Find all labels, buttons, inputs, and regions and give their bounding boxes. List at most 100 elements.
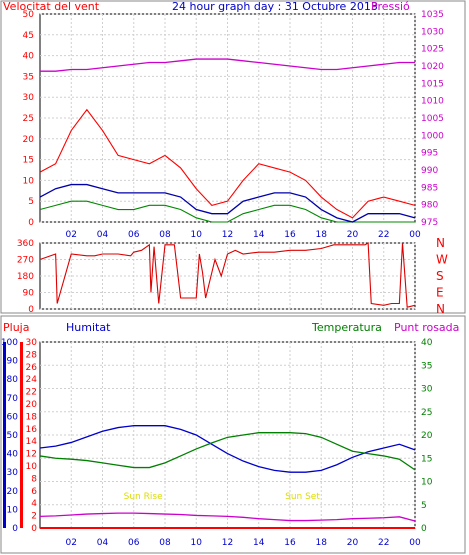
temp-y-tick-label: 25 bbox=[421, 408, 432, 418]
temp-y-tick-label: 5 bbox=[421, 501, 427, 511]
x-tick-label-bottom: 04 bbox=[97, 538, 109, 548]
pressure-y-tick-label: 1025 bbox=[421, 45, 444, 55]
direction-y-tick-label: 270 bbox=[17, 256, 34, 266]
rain-y-tick-label: 22 bbox=[26, 388, 37, 398]
humidity-y-tick-label: 100 bbox=[1, 338, 18, 348]
humidity-y-tick-label: 40 bbox=[7, 450, 19, 460]
x-tick-label-bottom: 14 bbox=[253, 538, 265, 548]
x-tick-label-top: 16 bbox=[284, 230, 296, 240]
wind-y-tick-label: 5 bbox=[28, 197, 34, 207]
pressure-y-tick-label: 1030 bbox=[421, 27, 444, 37]
x-tick-label-bottom: 00 bbox=[409, 538, 421, 548]
temp-y-tick-label: 0 bbox=[421, 524, 427, 534]
humidity-y-tick-label: 30 bbox=[7, 468, 19, 478]
wind-y-tick-label: 40 bbox=[23, 52, 35, 62]
x-tick-label-top: 10 bbox=[191, 230, 203, 240]
rain-y-tick-label: 0 bbox=[31, 524, 37, 534]
pressure-label: Pressió bbox=[371, 0, 410, 13]
temperature-label: Temperatura bbox=[311, 321, 382, 334]
humidity-y-tick-label: 90 bbox=[7, 357, 19, 367]
wind-y-tick-label: 0 bbox=[28, 218, 34, 228]
rain-y-tick-label: 4 bbox=[31, 499, 37, 509]
wind-y-tick-label: 25 bbox=[23, 114, 34, 124]
pressure-series bbox=[40, 58, 415, 72]
sunrise-label: Sun Rise bbox=[124, 492, 163, 502]
x-tick-label-top: 12 bbox=[222, 230, 233, 240]
x-tick-label-top: 18 bbox=[316, 230, 328, 240]
x-tick-label-top: 00 bbox=[409, 230, 421, 240]
compass-label: E bbox=[436, 286, 444, 300]
pressure-y-tick-label: 1020 bbox=[421, 62, 444, 72]
temp-y-tick-label: 30 bbox=[421, 385, 433, 395]
graph-title: 24 hour graph day : 31 Octubre 2013 bbox=[172, 0, 378, 13]
temp-y-tick-label: 15 bbox=[421, 454, 432, 464]
wind-y-tick-label: 45 bbox=[23, 31, 34, 41]
direction-y-tick-label: 180 bbox=[17, 272, 34, 282]
compass-label: N bbox=[436, 302, 445, 316]
humidity-axis-bar bbox=[3, 342, 6, 528]
series-temperatura bbox=[39, 432, 416, 471]
wind-y-tick-label: 35 bbox=[23, 72, 34, 82]
x-tick-label-bottom: 16 bbox=[284, 538, 296, 548]
rain-y-tick-label: 20 bbox=[26, 400, 38, 410]
x-tick-label-bottom: 20 bbox=[347, 538, 359, 548]
pressure-y-tick-label: 1000 bbox=[421, 131, 444, 141]
rain-y-tick-label: 26 bbox=[26, 363, 38, 373]
temp-y-tick-label: 10 bbox=[421, 478, 433, 488]
pressure-y-tick-label: 975 bbox=[421, 218, 438, 228]
x-tick-label-top: 22 bbox=[378, 230, 389, 240]
series-punt-rosada bbox=[39, 512, 416, 522]
rain-axis-bar bbox=[20, 342, 23, 528]
humidity-y-tick-label: 20 bbox=[7, 487, 19, 497]
humidity-y-tick-label: 80 bbox=[7, 375, 19, 385]
x-tick-label-bottom: 10 bbox=[191, 538, 203, 548]
pressure-y-tick-label: 1005 bbox=[421, 114, 444, 124]
humidity-y-tick-label: 60 bbox=[7, 412, 19, 422]
direction-y-tick-label: 0 bbox=[28, 305, 34, 315]
rain-y-tick-label: 6 bbox=[31, 487, 37, 497]
compass-label: W bbox=[436, 253, 448, 267]
rain-y-tick-label: 8 bbox=[31, 474, 37, 484]
humidity-y-tick-label: 50 bbox=[7, 431, 19, 441]
temp-y-tick-label: 20 bbox=[421, 431, 433, 441]
wind-series-max bbox=[39, 108, 416, 219]
rain-y-tick-label: 10 bbox=[26, 462, 38, 472]
series-layer bbox=[39, 58, 416, 529]
rain-y-tick-label: 16 bbox=[26, 425, 38, 435]
direction-series bbox=[39, 242, 416, 308]
x-tick-label-bottom: 06 bbox=[128, 538, 140, 548]
wind-speed-label: Velocitat del vent bbox=[3, 0, 100, 13]
wind-y-tick-label: 20 bbox=[23, 135, 35, 145]
x-tick-label-bottom: 12 bbox=[222, 538, 233, 548]
x-tick-label-top: 20 bbox=[347, 230, 359, 240]
bottom-panel-frame bbox=[0, 315, 466, 554]
humidity-y-tick-label: 0 bbox=[12, 524, 18, 534]
x-tick-label-bottom: 08 bbox=[159, 538, 171, 548]
rain-y-tick-label: 30 bbox=[26, 338, 38, 348]
rain-y-tick-label: 12 bbox=[26, 450, 37, 460]
dewpoint-label: Punt rosada bbox=[394, 321, 459, 334]
x-tick-label-top: 08 bbox=[159, 230, 171, 240]
x-tick-label-bottom: 02 bbox=[66, 538, 77, 548]
humidity-y-tick-label: 10 bbox=[7, 505, 19, 515]
direction-y-tick-label: 360 bbox=[17, 239, 34, 249]
pressure-y-tick-label: 990 bbox=[421, 166, 438, 176]
compass-label: N bbox=[436, 236, 445, 250]
rain-y-tick-label: 28 bbox=[26, 350, 38, 360]
wind-series-avg bbox=[39, 183, 416, 223]
rain-y-tick-label: 18 bbox=[26, 412, 38, 422]
x-tick-label-top: 06 bbox=[128, 230, 140, 240]
compass-label: S bbox=[436, 269, 444, 283]
x-tick-label-top: 02 bbox=[66, 230, 77, 240]
pressure-y-tick-label: 1015 bbox=[421, 79, 444, 89]
pressure-y-tick-label: 980 bbox=[421, 201, 438, 211]
humidity-y-tick-label: 70 bbox=[7, 394, 19, 404]
pressure-y-tick-label: 985 bbox=[421, 183, 438, 193]
temp-y-tick-label: 35 bbox=[421, 361, 432, 371]
ticks-layer: 0202040406060808101012121414161618182020… bbox=[1, 10, 448, 548]
rain-label: Pluja bbox=[3, 321, 29, 334]
series-humitat bbox=[39, 425, 416, 473]
rain-y-tick-label: 2 bbox=[31, 512, 37, 522]
x-tick-label-top: 04 bbox=[97, 230, 109, 240]
